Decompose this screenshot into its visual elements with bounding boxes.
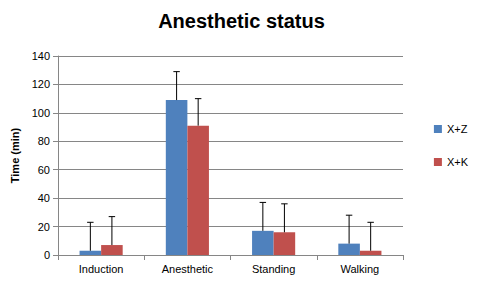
svg-text:40: 40 bbox=[38, 192, 50, 204]
svg-text:X+K: X+K bbox=[447, 156, 469, 168]
svg-text:Anesthetic: Anesthetic bbox=[162, 263, 214, 275]
svg-text:Induction: Induction bbox=[79, 263, 124, 275]
svg-text:60: 60 bbox=[38, 164, 50, 176]
svg-text:80: 80 bbox=[38, 135, 50, 147]
svg-text:120: 120 bbox=[32, 78, 50, 90]
svg-text:140: 140 bbox=[32, 50, 50, 62]
svg-text:Walking: Walking bbox=[341, 263, 380, 275]
svg-text:Time (min): Time (min) bbox=[9, 127, 21, 183]
svg-text:0: 0 bbox=[44, 249, 50, 261]
svg-text:Anesthetic status: Anesthetic status bbox=[158, 10, 325, 32]
svg-text:X+Z: X+Z bbox=[447, 123, 468, 135]
svg-text:100: 100 bbox=[32, 107, 50, 119]
svg-text:20: 20 bbox=[38, 221, 50, 233]
svg-text:Standing: Standing bbox=[252, 263, 295, 275]
